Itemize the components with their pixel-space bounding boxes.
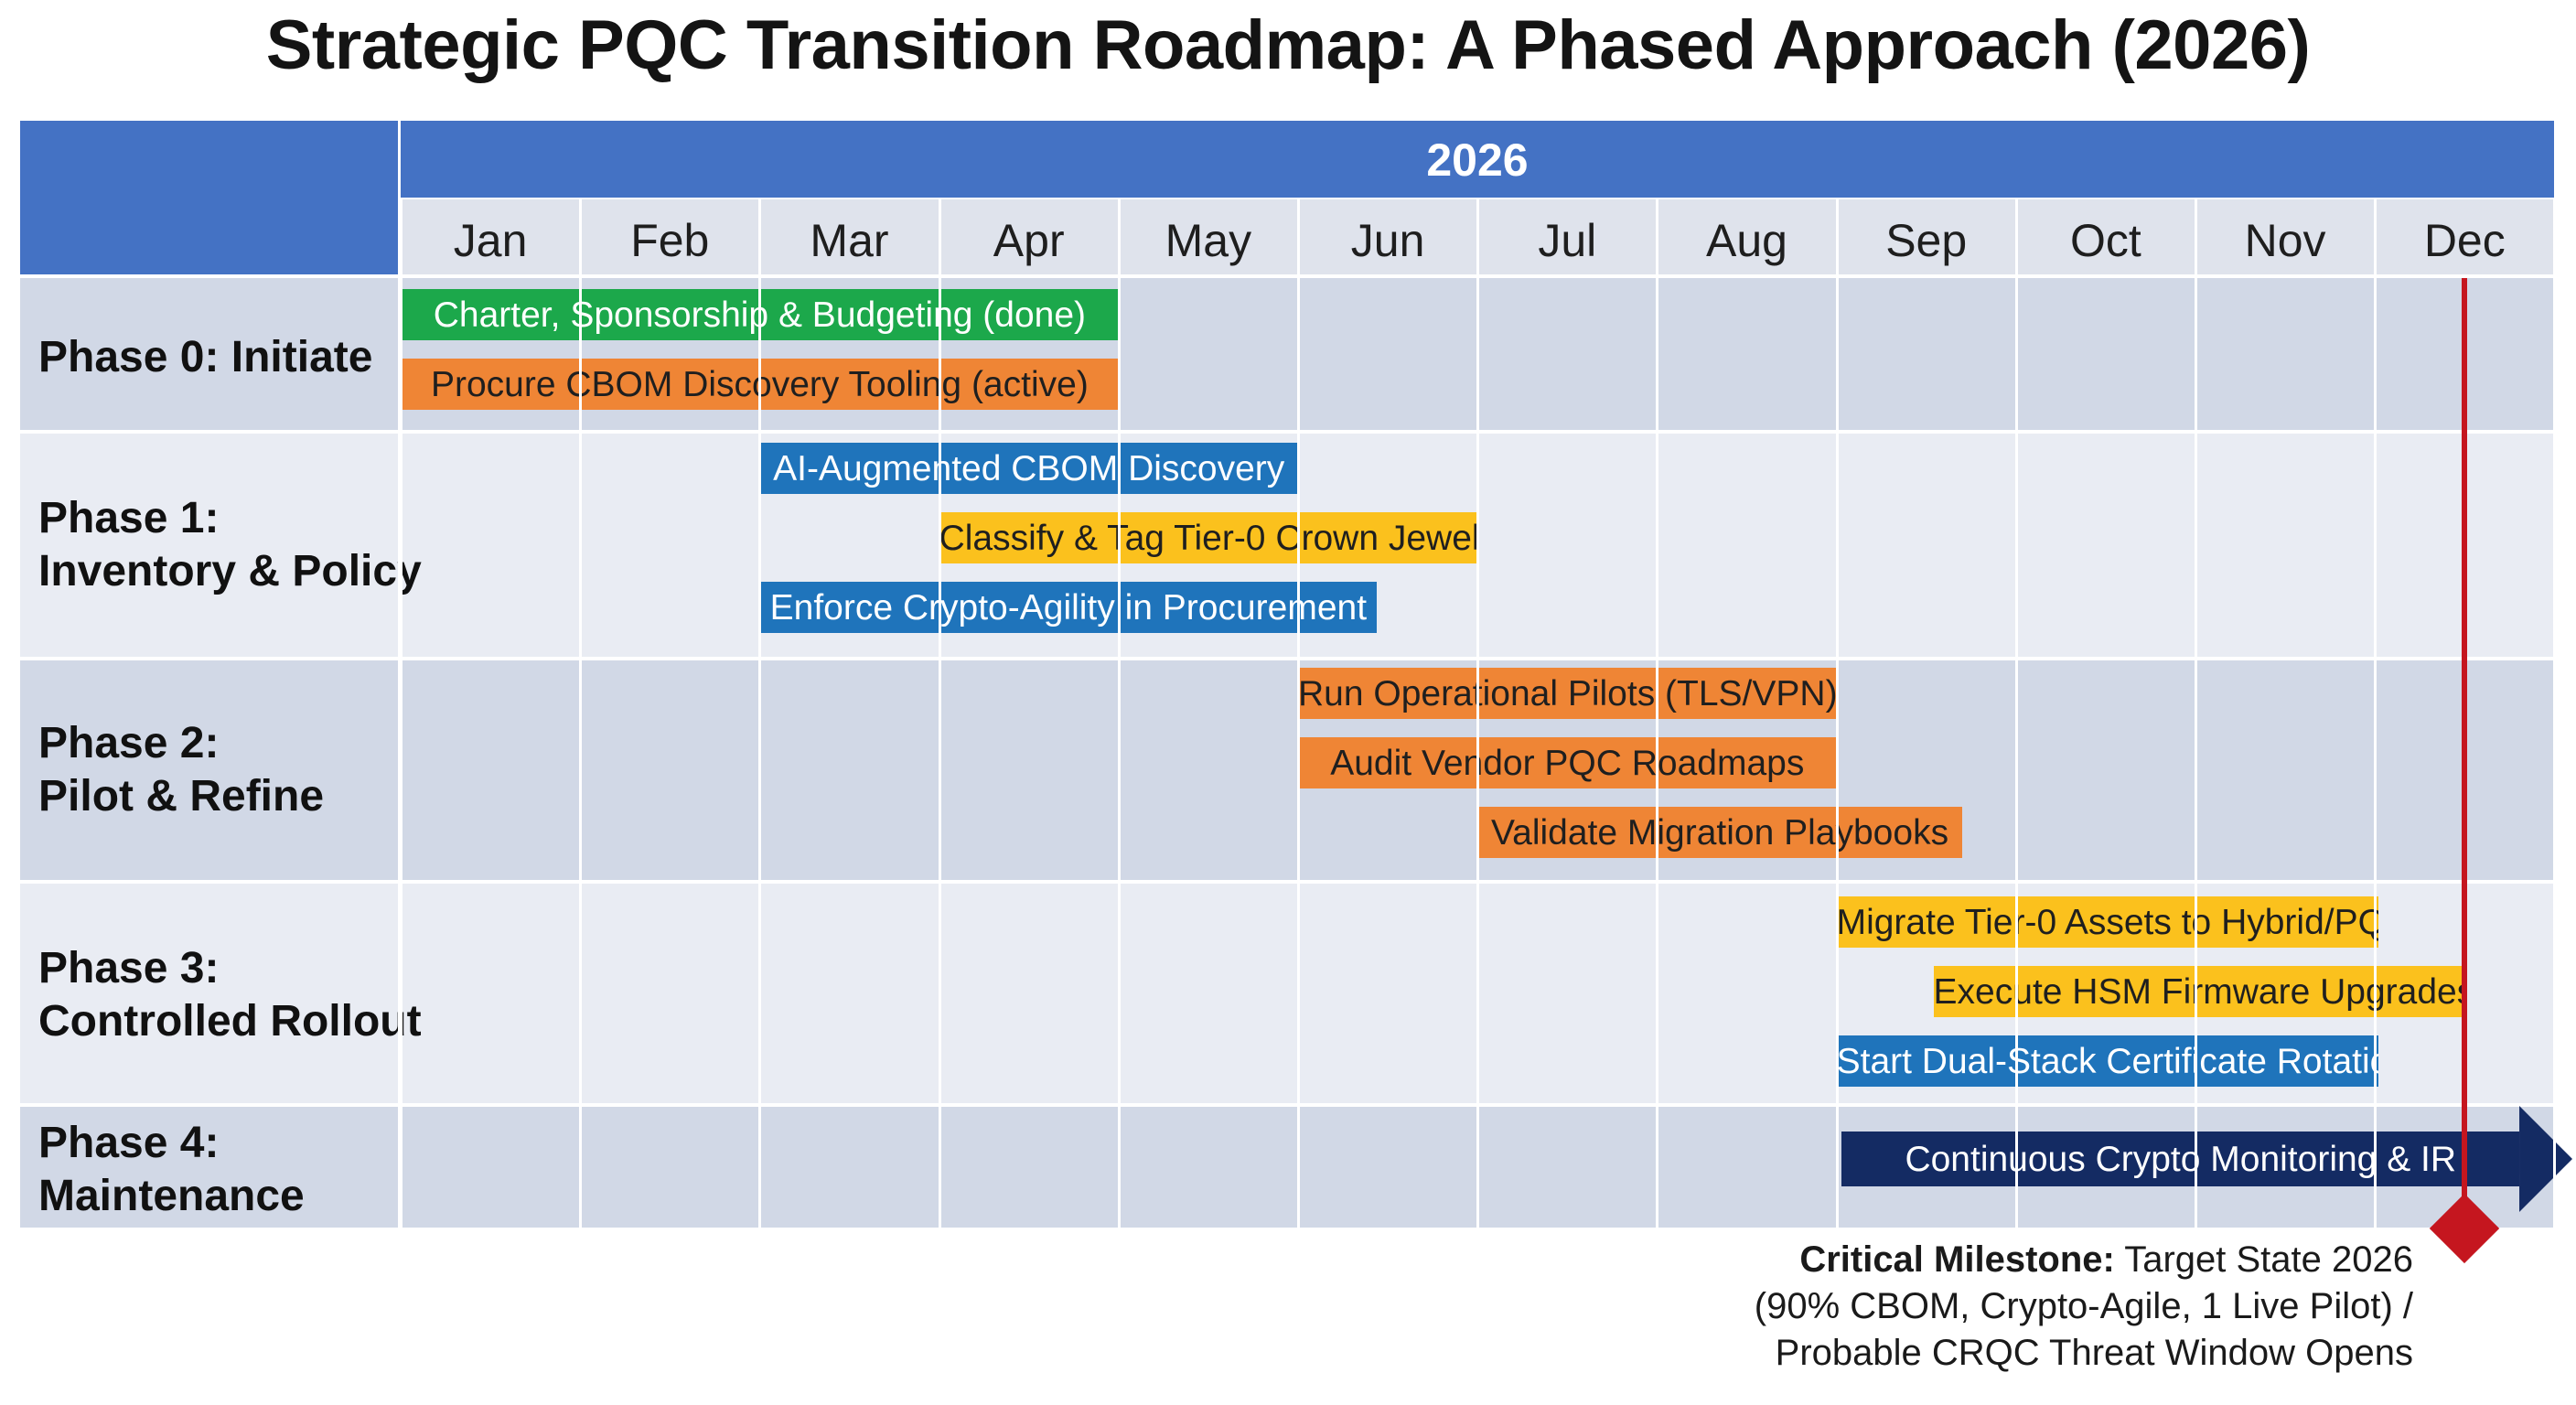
month-label-feb: Feb (630, 215, 710, 266)
month-label-jun: Jun (1350, 215, 1425, 266)
milestone-label-rest: Target State 2026 (2114, 1239, 2413, 1280)
month-gridline (938, 199, 941, 1228)
month-label-aug: Aug (1706, 215, 1787, 266)
task-bar: Classify & Tag Tier-0 Crown Jewels (939, 512, 1478, 563)
task-bar: Audit Vendor PQC Roadmaps (1298, 737, 1837, 788)
month-gridline (1297, 199, 1300, 1228)
phase-row-2 (20, 660, 2554, 880)
header-corner (20, 121, 399, 274)
task-bar: Validate Migration Playbooks (1477, 807, 1962, 858)
row-separator (20, 430, 2554, 434)
task-bar: Run Operational Pilots (TLS/VPN) (1298, 668, 1837, 719)
task-bar: Migrate Tier-0 Assets to Hybrid/PQC (1836, 896, 2379, 948)
month-gridline (579, 199, 583, 1228)
task-bar: Execute HSM Firmware Upgrades (1933, 966, 2465, 1017)
month-gridline (758, 199, 762, 1228)
task-bar: AI-Augmented CBOM Discovery (759, 443, 1298, 494)
month-gridline (2195, 199, 2197, 1228)
milestone-line (2462, 278, 2467, 1229)
milestone-line3: Probable CRQC Threat Window Opens (1775, 1333, 2413, 1373)
label-column-divider (398, 121, 401, 1228)
month-gridline (1835, 199, 1839, 1228)
month-gridline (2553, 199, 2557, 1228)
month-label-jan: Jan (453, 215, 528, 266)
milestone-caption: Critical Milestone: Target State 2026 (9… (1590, 1237, 2413, 1377)
phase-label-1: Phase 1: Inventory & Policy (38, 494, 422, 595)
phase-label-3: Phase 3: Controlled Rollout (38, 944, 422, 1046)
chart-title: Strategic PQC Transition Roadmap: A Phas… (265, 6, 2311, 84)
year-header: 2026 (401, 121, 2554, 198)
month-gridline (1476, 199, 1480, 1228)
month-gridline (2014, 199, 2018, 1228)
row-separator (20, 274, 2554, 278)
month-label-apr: Apr (993, 215, 1065, 266)
month-label-jul: Jul (1538, 215, 1597, 266)
month-label-nov: Nov (2244, 215, 2326, 266)
month-label-mar: Mar (810, 215, 889, 266)
row-separator (20, 880, 2554, 884)
month-label-sep: Sep (1885, 215, 1968, 266)
month-gridline (2374, 199, 2377, 1228)
task-bar: Continuous Crypto Monitoring & IR (1841, 1132, 2520, 1186)
task-bar: Start Dual-Stack Certificate Rotation (1836, 1035, 2379, 1087)
month-label-dec: Dec (2423, 215, 2506, 266)
phase-label-2: Phase 2: Pilot & Refine (38, 719, 325, 820)
row-separator (20, 1103, 2554, 1107)
phase-label-4: Phase 4: Maintenance (38, 1119, 305, 1220)
row-separator (20, 657, 2554, 660)
phase-label-0: Phase 0: Initiate (38, 333, 373, 381)
month-label-may: May (1165, 215, 1252, 266)
month-label-oct: Oct (2069, 215, 2141, 266)
milestone-line2: (90% CBOM, Crypto-Agile, 1 Live Pilot) / (1754, 1286, 2413, 1326)
task-bar: Enforce Crypto-Agility in Procurement (759, 582, 1378, 633)
month-gridline (1117, 199, 1121, 1228)
month-gridline (400, 199, 402, 1228)
month-gridline (1656, 199, 1659, 1228)
milestone-label-bold: Critical Milestone: (1799, 1239, 2115, 1280)
